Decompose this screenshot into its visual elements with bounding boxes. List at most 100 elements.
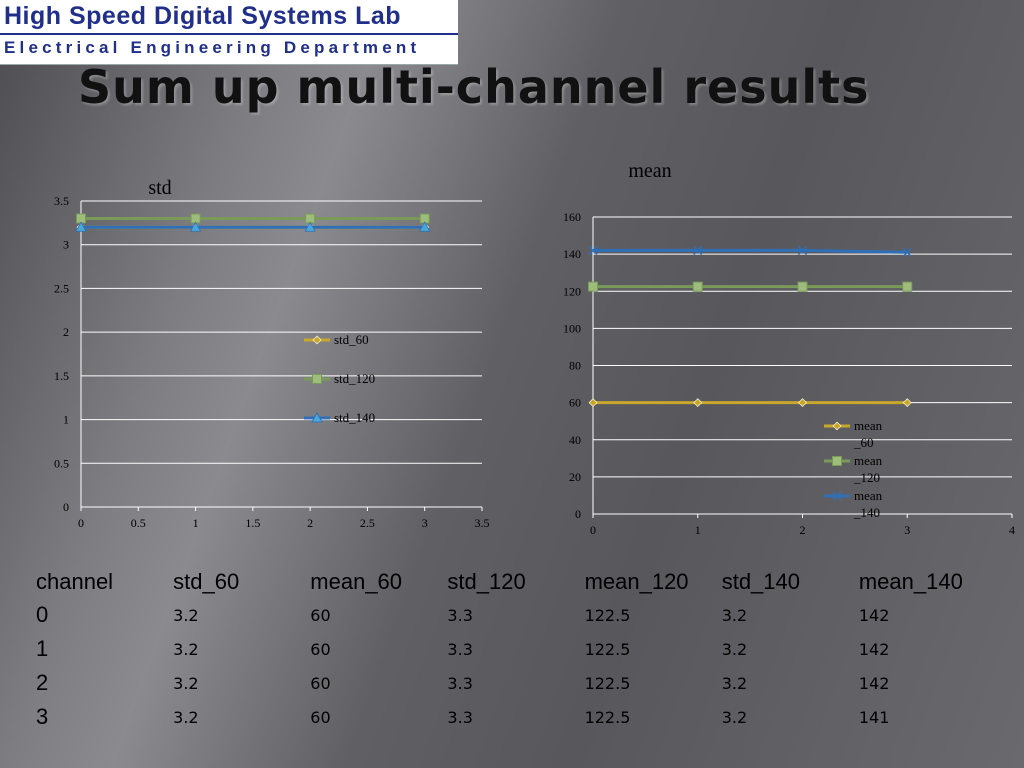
table-cell: 60 (310, 639, 331, 659)
series-line (593, 248, 908, 254)
table-header-cell: channel (36, 569, 114, 594)
table-cell: 122.5 (584, 673, 631, 693)
data-point (902, 281, 913, 292)
data-point (692, 281, 703, 292)
x-tick-label: 3.5 (475, 516, 490, 530)
data-point (419, 221, 431, 232)
table-cell: 3.2 (721, 639, 748, 659)
table-header-cell: std_120 (447, 569, 526, 594)
x-tick-label: 0 (78, 516, 84, 530)
y-tick-label: 40 (569, 433, 581, 447)
table-cell: 3 (36, 704, 49, 729)
table-row: 2 3.2 60 3.3 122.5 3.2 142 (36, 666, 996, 700)
x-tick-label: 2 (307, 516, 313, 530)
data-point (75, 221, 87, 232)
legend-marker (832, 456, 842, 466)
table-cell: 2 (36, 670, 49, 695)
logo-lab-name: High Speed Digital Systems Lab (4, 2, 402, 30)
y-tick-label: 3.5 (54, 194, 69, 208)
data-point (588, 245, 598, 255)
data-point (189, 221, 202, 232)
data-point (693, 245, 703, 255)
table-cell: 1 (36, 636, 49, 661)
x-tick-label: 2.5 (360, 516, 375, 530)
std-chart: std 0 0.5 1 1.5 2 2.5 3 3.5 0 0.5 1 1.5 2 2.5 3 3.5 std_6… (54, 177, 490, 530)
table-cell: 142 (858, 639, 890, 659)
legend-marker (312, 335, 322, 345)
legend-marker (311, 412, 323, 423)
y-tick-label: 160 (563, 210, 581, 224)
data-point (797, 281, 808, 292)
legend-label: _60 (853, 435, 874, 450)
y-tick-label: 1 (63, 413, 69, 427)
legend-label: std_140 (334, 410, 375, 425)
chart-title: mean (628, 160, 671, 182)
legend-label: std_120 (334, 371, 375, 386)
y-tick-label: 20 (569, 470, 581, 484)
table-cell: 122.5 (584, 605, 631, 625)
x-tick-label: 1.5 (245, 516, 260, 530)
table-header-cell: mean_140 (858, 569, 963, 594)
table-cell: 142 (858, 605, 890, 625)
legend-label: std_60 (334, 332, 369, 347)
y-tick-label: 140 (563, 247, 581, 261)
logo-department-name: Electrical Engineering Department (4, 38, 421, 57)
table-cell: 3.2 (173, 707, 199, 727)
y-tick-label: 3 (63, 238, 69, 252)
y-tick-label: 60 (569, 396, 581, 410)
table-row: 0 3.2 60 3.3 122.5 3.2 142 (36, 598, 996, 632)
legend-label: mean (854, 418, 883, 433)
table-cell: 3.2 (721, 605, 748, 625)
data-point (902, 398, 912, 408)
table-row: 3 3.2 60 3.3 122.5 3.2 141 (36, 700, 996, 734)
legend-marker (832, 491, 842, 501)
logo-divider (0, 33, 458, 35)
legend-label: _140 (853, 505, 880, 520)
table-cell: 142 (858, 673, 890, 693)
x-tick-label: 3 (422, 516, 428, 530)
table-cell: 122.5 (584, 639, 631, 659)
y-tick-label: 80 (569, 359, 581, 373)
data-point (693, 398, 703, 408)
chart-title: std (148, 177, 171, 199)
slide-title: Sum up multi-channel results (78, 60, 870, 114)
table-cell: 141 (858, 707, 890, 727)
legend-label: mean (854, 488, 883, 503)
y-tick-label: 2 (63, 325, 69, 339)
y-tick-label: 120 (563, 284, 581, 298)
y-tick-label: 2.5 (54, 281, 69, 295)
legend-marker (832, 421, 842, 431)
table-cell: 3.2 (173, 639, 199, 659)
table-cell: 3.3 (447, 639, 473, 659)
table-cell: 3.3 (447, 673, 473, 693)
legend-marker (312, 374, 322, 384)
table-header-cell: mean_60 (310, 569, 403, 594)
table-cell: 60 (310, 605, 331, 625)
table-cell: 3.2 (721, 707, 748, 727)
table-cell: 3.3 (447, 707, 473, 727)
table-cell: 3.2 (721, 673, 748, 693)
table-cell: 60 (310, 707, 331, 727)
data-point (588, 398, 598, 408)
data-point (797, 245, 808, 255)
legend-label: _120 (853, 470, 880, 485)
x-tick-label: 0.5 (131, 516, 146, 530)
table-cell: 3.3 (447, 605, 473, 625)
table-cell: 60 (310, 673, 331, 693)
table-cell: 0 (36, 602, 49, 627)
data-point (902, 247, 912, 257)
data-point (588, 281, 598, 292)
y-tick-label: 1.5 (54, 369, 69, 383)
data-point (798, 398, 807, 408)
x-tick-label: 3 (904, 523, 910, 537)
lab-logo: High Speed Digital Systems Lab Electrica… (0, 0, 458, 65)
table-row: 1 3.2 60 3.3 122.5 3.2 142 (36, 632, 996, 666)
results-table: channel std_60 mean_60 std_120 mean_120 … (36, 566, 996, 734)
x-tick-label: 1 (193, 516, 199, 530)
table-cell: 3.2 (173, 673, 199, 693)
table-header-cell: mean_120 (584, 569, 689, 594)
table-cell: 122.5 (584, 707, 631, 727)
y-tick-label: 0.5 (54, 456, 69, 470)
legend-label: mean (854, 453, 883, 468)
y-tick-label: 100 (563, 321, 581, 335)
